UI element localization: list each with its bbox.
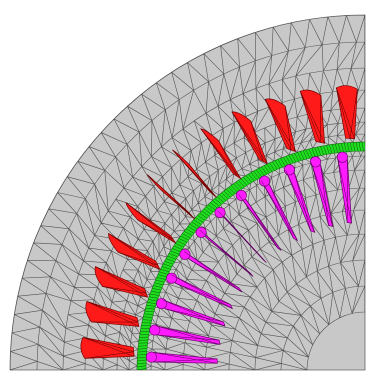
- iron-region: [9, 14, 366, 371]
- rotor-bar-head: [214, 207, 226, 219]
- rotor-bar-head: [179, 248, 191, 260]
- rotor-bar-mesh: [238, 194, 282, 251]
- stator-slot-mesh: [125, 202, 176, 244]
- rotor-bar-mesh: [260, 180, 298, 241]
- stator-slot-mesh: [108, 233, 161, 270]
- slot-mesh: [82, 87, 358, 364]
- air-gap-band: [136, 141, 365, 370]
- rotor-bar-head: [145, 351, 157, 363]
- rotor-bar-mesh: [311, 162, 334, 227]
- rotor-bar-head: [309, 156, 321, 168]
- stator-slot-mesh: [265, 99, 296, 152]
- stator-slot-mesh: [300, 91, 325, 144]
- rotor-bar-mesh: [161, 299, 226, 327]
- rotor-bar-mesh: [285, 169, 315, 233]
- stator-slot-mesh: [95, 266, 148, 298]
- air-gap-mesh: [136, 141, 365, 370]
- stator-slot-mesh: [86, 301, 140, 327]
- stator-slot-mesh: [172, 149, 217, 198]
- rotor-bar-mesh: [199, 229, 254, 277]
- rotor-bar-head: [235, 189, 247, 201]
- rotor-bar-head: [195, 226, 207, 238]
- rotor-bar-mesh: [153, 352, 218, 364]
- stator-slot: [80, 337, 135, 359]
- rotor-bar-head: [166, 272, 178, 284]
- stator-slot-mesh: [200, 128, 242, 180]
- rotor-bar-head: [149, 324, 161, 336]
- stator-slot-mesh: [231, 111, 268, 164]
- rotor-bar-head: [156, 298, 168, 310]
- stator-slot-mesh: [336, 87, 358, 139]
- stator-slot-mesh: [82, 337, 135, 359]
- rotor-bar-head: [336, 151, 348, 163]
- rotor-bar-head: [283, 164, 295, 176]
- rotor-bar-mesh: [337, 158, 352, 224]
- rotor-bar-mesh: [183, 251, 242, 293]
- air-gap-ring: [136, 141, 365, 370]
- rotor-bar-head: [258, 175, 270, 187]
- stator-slot-mesh: [147, 174, 195, 220]
- rotor-bar-mesh: [217, 210, 267, 263]
- rotor-bar-mesh: [171, 274, 233, 309]
- rotor-bar-mesh: [155, 325, 221, 345]
